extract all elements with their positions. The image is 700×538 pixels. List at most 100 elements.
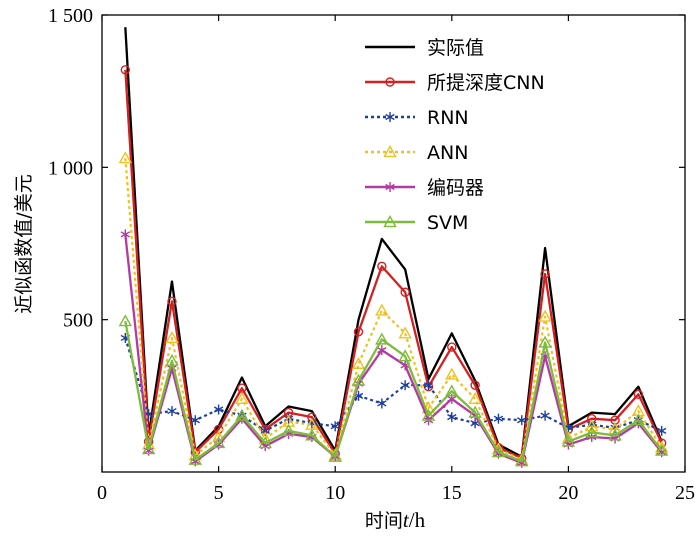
- legend-label: 编码器: [427, 177, 484, 199]
- series-6-point: [654, 443, 669, 456]
- plot-frame: [101, 14, 686, 473]
- series-6-point: [141, 442, 156, 455]
- series-4-point: [235, 391, 249, 404]
- series-6-point: [491, 445, 506, 458]
- y-axis-title: 近似函数值/美元: [13, 174, 35, 313]
- series-6-point: [188, 452, 202, 465]
- series-6-point: [608, 428, 622, 441]
- legend-swatch-point: [385, 112, 395, 122]
- series-3-point: [213, 404, 224, 415]
- x-axis-ticks: 0 5 10 15 20 25: [97, 15, 695, 504]
- series-4-point: [375, 303, 389, 316]
- x-axis-title: 时间t/h: [365, 508, 426, 532]
- x-tick-label: 5: [214, 482, 224, 504]
- series-3-point: [377, 398, 387, 409]
- series-3-point: [540, 410, 550, 421]
- series-3-point: [517, 415, 527, 426]
- series-6: [118, 314, 669, 467]
- series-2-point: [120, 65, 131, 75]
- series-2-point: [470, 380, 480, 390]
- series-6-point: [351, 373, 366, 386]
- series-3-point: [400, 380, 410, 391]
- series-6-point: [281, 423, 296, 436]
- legend-label: 所提深度CNN: [427, 72, 545, 94]
- series-layer: [118, 27, 669, 468]
- legend-entry: RNN: [365, 107, 469, 129]
- series-3-point: [330, 421, 340, 432]
- legend-label: 实际值: [427, 37, 484, 59]
- series-6-point: [258, 436, 272, 449]
- series-2-point: [400, 287, 410, 297]
- x-axis-title-unit: /h: [409, 508, 426, 532]
- x-tick-label: 10: [325, 482, 345, 504]
- series-2-point: [167, 296, 177, 307]
- y-axis-ticks: 500 1 000 1 500: [48, 5, 685, 332]
- series-2-line: [124, 69, 663, 460]
- series-3-point: [493, 413, 504, 424]
- series-3-point: [190, 415, 200, 426]
- series-6-point: [515, 454, 529, 467]
- series-6-point: [585, 425, 599, 438]
- series-4-point: [118, 151, 133, 164]
- x-axis-title-prefix: 时间: [365, 510, 403, 532]
- series-6-point: [631, 413, 646, 426]
- series-6-point: [468, 405, 482, 418]
- legend-swatch-point: [385, 77, 395, 87]
- x-tick-label: 20: [558, 482, 578, 504]
- series-2-point: [377, 261, 387, 272]
- y-tick-label: 1 500: [48, 5, 93, 27]
- series-4-point: [398, 326, 412, 339]
- series-2-point: [353, 327, 364, 337]
- legend-swatch-point: [383, 215, 397, 228]
- series-3-point: [656, 425, 667, 436]
- series-2: [120, 65, 667, 463]
- series-3-point: [167, 406, 177, 417]
- series-5-point: [377, 345, 387, 356]
- legend-entry: 实际值: [365, 37, 484, 59]
- series-6-point: [421, 408, 436, 421]
- series-6-point: [305, 428, 319, 441]
- series-6-point: [211, 436, 226, 449]
- series-4-point: [538, 309, 552, 322]
- series-4-point: [351, 356, 366, 369]
- legend-label: SVM: [427, 212, 468, 234]
- x-tick-label: 25: [675, 482, 695, 504]
- x-tick-label: 0: [97, 482, 107, 504]
- series-4-point: [468, 391, 482, 404]
- series-2-point: [447, 342, 457, 352]
- legend-entry: ANN: [365, 142, 468, 164]
- series-4-line: [124, 158, 663, 461]
- legend-label: RNN: [427, 107, 469, 129]
- legend-swatch-point: [383, 145, 397, 158]
- legend-entry: SVM: [365, 212, 468, 234]
- series-3-line: [124, 337, 663, 432]
- plot-area-border: [101, 14, 686, 473]
- x-axis-title-var: t: [403, 508, 410, 532]
- legend-swatch-point: [385, 182, 395, 192]
- y-tick-label: 500: [63, 310, 93, 332]
- series-4-point: [165, 331, 179, 344]
- series-6-point: [538, 335, 552, 348]
- series-6-point: [561, 434, 576, 447]
- series-3-point: [423, 380, 434, 391]
- legend-entry: 所提深度CNN: [365, 72, 545, 94]
- series-6-point: [165, 353, 179, 366]
- series-5-point: [120, 229, 131, 240]
- series-6-point: [445, 384, 459, 397]
- series-4-point: [585, 419, 599, 432]
- legend-label: ANN: [427, 142, 468, 164]
- series-6-point: [398, 349, 412, 362]
- series-2-point: [633, 389, 644, 400]
- series-2-point: [540, 269, 550, 279]
- series-1-line: [124, 27, 663, 458]
- series-4-point: [445, 367, 459, 380]
- y-tick-label: 1 000: [48, 157, 93, 179]
- legend-entry: 编码器: [365, 177, 484, 199]
- series-6-point: [375, 332, 389, 345]
- series-6-point: [118, 314, 133, 327]
- series-1: [124, 27, 663, 458]
- series-3-point: [447, 412, 457, 423]
- x-tick-label: 15: [442, 482, 462, 504]
